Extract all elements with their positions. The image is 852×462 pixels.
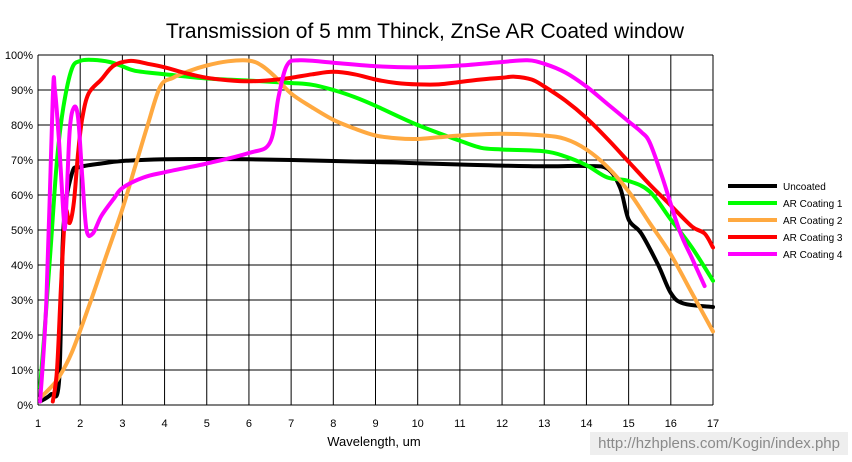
y-tick-label: 10% [11,365,33,377]
y-tick-label: 30% [11,295,33,307]
y-tick-label: 90% [11,85,33,97]
legend-label: AR Coating 3 [783,233,843,244]
y-tick-label: 40% [11,260,33,272]
x-tick-label: 5 [204,418,210,430]
chart-title: Transmission of 5 mm Thinck, ZnSe AR Coa… [166,20,685,43]
y-tick-label: 0% [17,400,33,412]
legend-item-ar-coating-4: AR Coating 4 [728,250,843,261]
legend-label: AR Coating 1 [783,199,843,210]
y-tick-label: 20% [11,330,33,342]
x-tick-label: 4 [162,418,168,430]
x-tick-label: 10 [412,418,424,430]
series-line-ar-coating-2 [38,58,715,400]
legend-label: AR Coating 2 [783,216,843,227]
x-tick-label: 17 [707,418,719,430]
y-tick-label: 60% [11,190,33,202]
series-line-ar-coating-1 [38,57,715,390]
x-axis-label: Wavelength, um [327,434,420,449]
x-tick-label: 15 [623,418,635,430]
x-tick-label: 3 [119,418,125,430]
legend-item-ar-coating-3: AR Coating 3 [728,233,843,244]
series-lines [38,57,715,404]
x-tick-label: 9 [372,418,378,430]
watermark: http://hzhplens.com/Kogin/index.php [590,432,848,455]
x-tick-label: 11 [454,418,465,430]
legend-item-uncoated: Uncoated [728,182,826,193]
legend-item-ar-coating-2: AR Coating 2 [728,216,843,227]
y-tick-label: 70% [11,155,33,167]
axes: 1 2 3 4 5 6 7 8 9 10 11 12 13 14 15 16 170%10%20%30%40%5… [5,50,719,430]
grid [37,54,714,406]
series-line-ar-coating-4 [38,58,707,404]
legend-label: AR Coating 4 [783,250,843,261]
x-tick-label: 6 [246,418,252,430]
x-tick-label: 13 [538,418,550,430]
y-tick-label: 100% [5,50,33,62]
y-tick-label: 50% [11,225,33,237]
x-tick-label: 7 [288,418,294,430]
legend-label: Uncoated [783,182,826,193]
x-tick-label: 12 [496,418,508,430]
y-tick-label: 80% [11,120,33,132]
x-tick-label: 1 [35,418,41,430]
x-tick-label: 14 [580,418,592,430]
x-tick-label: 8 [330,418,336,430]
legend: Uncoated AR Coating 1 AR Coating 2 AR Coati… [728,182,843,261]
series-line-uncoated [38,156,715,404]
x-tick-label: 16 [665,418,677,430]
legend-item-ar-coating-1: AR Coating 1 [728,199,843,210]
x-tick-label: 2 [77,418,83,430]
